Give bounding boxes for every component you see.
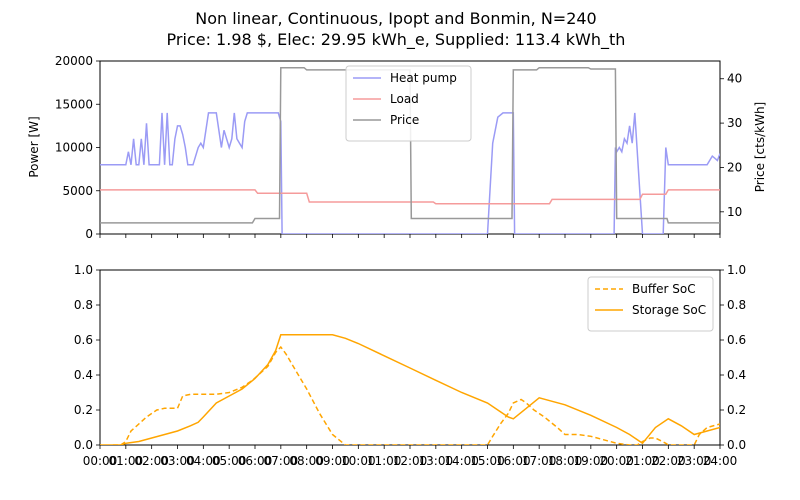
legend-label: Load	[390, 92, 419, 106]
y2-tick-label: 10	[727, 205, 742, 219]
y2-tick-label: 1.0	[727, 263, 746, 277]
x-tick-label: 24:00	[703, 454, 738, 468]
x-tick-label: 21:00	[625, 454, 660, 468]
chart-title: Non linear, Continuous, Ipopt and Bonmin…	[195, 9, 596, 28]
series-line-heat-pump	[100, 112, 720, 234]
series-line-storage-soc	[100, 334, 720, 445]
x-tick-label: 11:00	[367, 454, 402, 468]
legend-box	[345, 65, 472, 142]
x-tick-label: 16:00	[496, 454, 531, 468]
y2-tick-label: 0.8	[727, 298, 746, 312]
series-line-price	[100, 66, 720, 224]
legend-box	[587, 276, 714, 332]
x-tick-label: 01:00	[109, 454, 144, 468]
x-tick-label: 03:00	[160, 454, 195, 468]
x-tick-label: 04:00	[186, 454, 221, 468]
y-tick-label: 0.6	[74, 333, 93, 347]
x-tick-label: 14:00	[444, 454, 479, 468]
x-tick-label: 12:00	[393, 454, 428, 468]
y-tick-label: 0.4	[74, 368, 93, 382]
top-subplot: 0 5000 10000 15000 20000 10 20 30 40 Heat pump Loa…	[55, 54, 742, 241]
x-tick-label: 17:00	[522, 454, 557, 468]
y-tick-label: 0	[85, 227, 93, 241]
y2-tick-label: 0.0	[727, 438, 746, 452]
x-tick-label: 15:00	[470, 454, 505, 468]
x-tick-label: 09:00	[315, 454, 350, 468]
x-tick-label: 23:00	[677, 454, 712, 468]
legend-label: Heat pump	[390, 71, 457, 85]
y-tick-label: 20000	[55, 54, 93, 68]
x-tick-label: 13:00	[419, 454, 454, 468]
series-line-load	[100, 189, 720, 205]
y2-tick-label: 0.2	[727, 403, 746, 417]
legend: Heat pump Load Price	[345, 65, 472, 142]
y-tick-label: 0.2	[74, 403, 93, 417]
x-tick-label: 05:00	[212, 454, 247, 468]
y2-tick-label: 20	[727, 160, 742, 174]
y-axis-label-power: Power [W]	[27, 116, 41, 177]
x-tick-label: 19:00	[574, 454, 609, 468]
legend-label: Storage SoC	[632, 303, 706, 317]
y2-tick-label: 30	[727, 116, 742, 130]
x-tick-label: 06:00	[238, 454, 273, 468]
y2-tick-label: 40	[727, 72, 742, 86]
y-tick-label: 1.0	[74, 263, 93, 277]
y2-tick-label: 0.6	[727, 333, 746, 347]
chart-subtitle: Price: 1.98 $, Elec: 29.95 kWh_e, Suppli…	[167, 30, 626, 50]
y-tick-label: 5000	[62, 184, 93, 198]
y-tick-label: 0.0	[74, 438, 93, 452]
x-tick-label: 10:00	[341, 454, 376, 468]
x-tick-label: 02:00	[134, 454, 169, 468]
y-tick-label: 15000	[55, 97, 93, 111]
x-tick-label: 07:00	[264, 454, 299, 468]
y2-tick-label: 0.4	[727, 368, 746, 382]
x-tick-label: 00:00	[83, 454, 118, 468]
legend: Buffer SoC Storage SoC	[587, 276, 714, 332]
series-line-buffer-soc	[112, 345, 720, 445]
x-tick-label: 08:00	[289, 454, 324, 468]
x-tick-label: 18:00	[548, 454, 583, 468]
y-tick-label: 0.8	[74, 298, 93, 312]
legend-label: Buffer SoC	[632, 282, 696, 296]
y-tick-label: 10000	[55, 141, 93, 155]
bottom-subplot: 00:0001:0002:0003:0004:0005:0006:0007:00…	[74, 263, 746, 468]
x-tick-label: 20:00	[599, 454, 634, 468]
x-tick-label: 22:00	[651, 454, 686, 468]
y-axis-label-price: Price [cts/kWh]	[753, 102, 767, 192]
legend-label: Price	[390, 113, 419, 127]
